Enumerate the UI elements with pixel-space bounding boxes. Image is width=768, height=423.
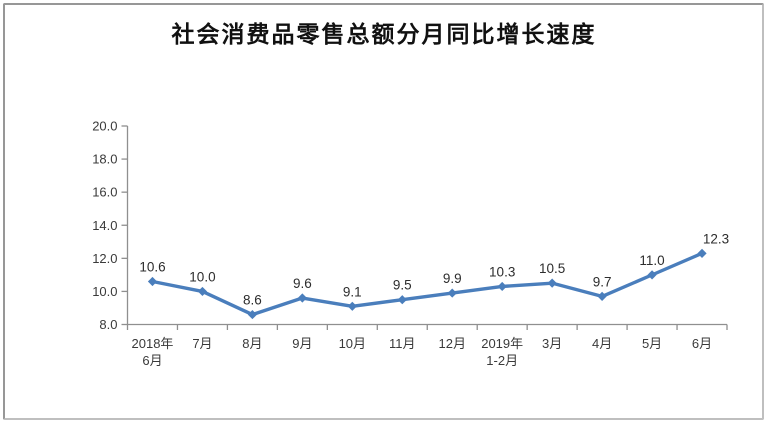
- x-tick-label: 4月: [592, 336, 612, 351]
- data-point-label: 10.5: [539, 261, 565, 276]
- data-point-label: 10.6: [139, 259, 165, 274]
- data-point-marker: [247, 309, 257, 320]
- x-tick-label: 12月: [438, 336, 465, 351]
- series-line: [150, 251, 704, 317]
- data-point-marker: [447, 288, 457, 298]
- data-point-label: 9.9: [443, 271, 462, 286]
- x-tick-label: 11月: [389, 336, 416, 351]
- data-point-marker: [297, 293, 307, 303]
- x-tick-label: 10月: [339, 336, 366, 351]
- x-tick-label: 7月: [192, 336, 212, 351]
- x-tick-label: 2019年 1-2月: [481, 336, 523, 368]
- data-point-marker: [597, 291, 607, 301]
- data-point-label: 9.5: [393, 278, 412, 293]
- y-tick-label: 8.0: [99, 317, 117, 332]
- data-point-label: 10.3: [489, 264, 515, 279]
- chart-title: 社会消费品零售总额分月同比增长速度: [171, 22, 597, 47]
- x-tick-label: 6月: [692, 336, 712, 351]
- data-point-label: 8.6: [243, 293, 262, 308]
- x-tick-label: 9月: [292, 336, 312, 351]
- data-point-label: 11.0: [639, 253, 664, 268]
- data-point-marker: [697, 248, 707, 258]
- y-tick-label: 20.0: [92, 119, 117, 134]
- y-tick-label: 18.0: [92, 152, 117, 167]
- data-point-marker: [647, 270, 657, 280]
- y-tick-label: 14.0: [92, 218, 117, 233]
- y-tick-label: 10.0: [92, 284, 117, 299]
- x-tick-label: 8月: [242, 336, 262, 351]
- x-tick-label: 5月: [642, 336, 662, 351]
- data-point-label: 9.6: [293, 276, 312, 291]
- data-point-label: 9.7: [593, 274, 612, 289]
- data-point-marker: [197, 286, 208, 297]
- data-point-marker: [497, 281, 507, 292]
- y-tick-label: 12.0: [92, 251, 117, 266]
- data-point-label: 9.1: [343, 284, 362, 299]
- data-point-label: 12.3: [703, 231, 729, 246]
- data-point-marker: [547, 278, 557, 288]
- x-tick-label: 2018年 6月: [132, 336, 174, 368]
- data-point-marker: [397, 295, 407, 305]
- data-point-label: 10.0: [189, 269, 215, 284]
- data-point-marker: [347, 301, 357, 311]
- y-tick-label: 16.0: [92, 185, 117, 200]
- data-point-marker: [147, 276, 158, 287]
- x-tick-label: 3月: [542, 336, 562, 351]
